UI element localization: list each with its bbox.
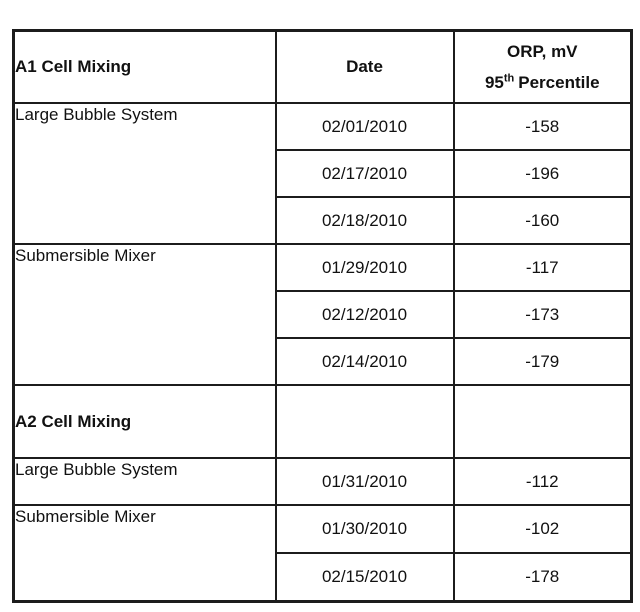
table-row: 02/18/2010 -160: [14, 195, 633, 245]
orp-percentile-word: Percentile: [518, 72, 600, 92]
system-cell-a1-large-bubble: Large Bubble System: [12, 101, 277, 245]
table-row: 02/14/2010 -179: [14, 336, 633, 386]
orp-data-table: A1 Cell Mixing Date ORP, mV 95th Percenti…: [12, 29, 633, 603]
orp-cell: -178: [452, 551, 633, 603]
section-row-a2: A2 Cell Mixing: [12, 383, 633, 459]
section-cell-a2-cell-mixing: A2 Cell Mixing: [12, 383, 277, 459]
table-row: 02/15/2010 -178: [14, 551, 633, 603]
table-row: 02/12/2010 -173: [14, 289, 633, 339]
orp-cell: -117: [452, 242, 633, 292]
header-cell-orp-percentile: ORP, mV 95th Percentile: [452, 29, 633, 104]
date-cell: 02/17/2010: [274, 148, 455, 198]
system-cell-a2-large-bubble: Large Bubble System: [12, 456, 277, 506]
header-cell-a1-cell-mixing: A1 Cell Mixing: [12, 29, 277, 104]
orp-header-line1: ORP, mV: [506, 41, 578, 61]
table-row: 02/17/2010 -196: [14, 148, 633, 198]
date-cell: 01/30/2010: [274, 503, 455, 554]
orp-cell: -196: [452, 148, 633, 198]
orp-percentile-superscript: th: [503, 72, 515, 85]
orp-header-line2: 95th Percentile: [456, 72, 630, 93]
date-cell: 01/31/2010: [274, 456, 455, 506]
header-cell-date: Date: [274, 29, 455, 104]
date-cell: 01/29/2010: [274, 242, 455, 292]
date-cell: 02/01/2010: [274, 101, 455, 151]
system-cell-a1-submersible: Submersible Mixer: [12, 242, 277, 386]
orp-cell: -179: [452, 336, 633, 386]
orp-cell: -160: [452, 195, 633, 245]
table-row: Submersible Mixer 01/30/2010 -102: [12, 503, 633, 603]
date-cell: 02/15/2010: [274, 551, 455, 603]
table-header-row: A1 Cell Mixing Date ORP, mV 95th Percenti…: [12, 29, 633, 104]
orp-cell: -102: [452, 503, 633, 554]
table-row: Large Bubble System 02/01/2010 -158: [12, 101, 633, 245]
system-cell-a2-submersible: Submersible Mixer: [12, 503, 277, 603]
orp-percentile-number: 95: [484, 72, 504, 92]
empty-orp-cell: [452, 383, 633, 459]
table-row: Large Bubble System 01/31/2010 -112: [12, 456, 633, 506]
table-row: Submersible Mixer 01/29/2010 -117: [12, 242, 633, 386]
orp-cell: -173: [452, 289, 633, 339]
orp-cell: -112: [452, 456, 633, 506]
date-cell: 02/14/2010: [274, 336, 455, 386]
orp-cell: -158: [452, 101, 633, 151]
date-cell: 02/12/2010: [274, 289, 455, 339]
date-cell: 02/18/2010: [274, 195, 455, 245]
empty-date-cell: [274, 383, 455, 459]
